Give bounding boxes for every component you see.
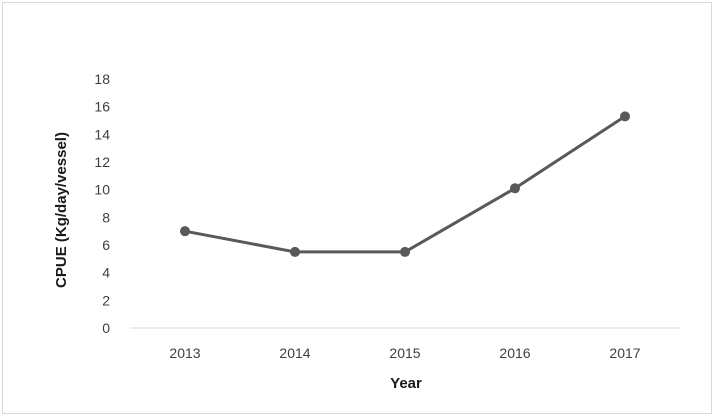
- data-point: [290, 246, 300, 257]
- x-tick-label: 2013: [169, 345, 200, 361]
- x-tick-label: 2017: [609, 345, 640, 361]
- y-tick-label: 12: [94, 154, 110, 170]
- series-group: [180, 111, 630, 257]
- y-axis-ticks: 0 2 4 6 8 10 12 14 16 18: [94, 71, 110, 336]
- y-tick-label: 4: [102, 265, 110, 281]
- y-tick-label: 14: [94, 126, 110, 142]
- x-tick-label: 2016: [499, 345, 530, 361]
- y-tick-label: 18: [94, 71, 110, 87]
- y-tick-label: 16: [94, 99, 110, 115]
- data-point: [620, 111, 630, 122]
- chart-frame: [2, 2, 712, 414]
- y-tick-label: 2: [102, 292, 110, 308]
- data-point: [510, 183, 520, 194]
- y-tick-label: 8: [102, 209, 110, 225]
- x-tick-label: 2014: [279, 345, 310, 361]
- y-tick-label: 10: [94, 182, 110, 198]
- x-axis-title: Year: [390, 375, 422, 392]
- data-point: [180, 226, 190, 237]
- x-tick-label: 2015: [389, 345, 420, 361]
- y-tick-label: 0: [102, 320, 110, 336]
- data-point: [400, 246, 410, 257]
- y-tick-label: 6: [102, 237, 110, 253]
- x-axis-ticks: 2013 2014 2015 2016 2017: [169, 345, 640, 361]
- series-line: [184, 115, 626, 254]
- y-axis-title: CPUE (Kg/day/vessel): [53, 132, 70, 288]
